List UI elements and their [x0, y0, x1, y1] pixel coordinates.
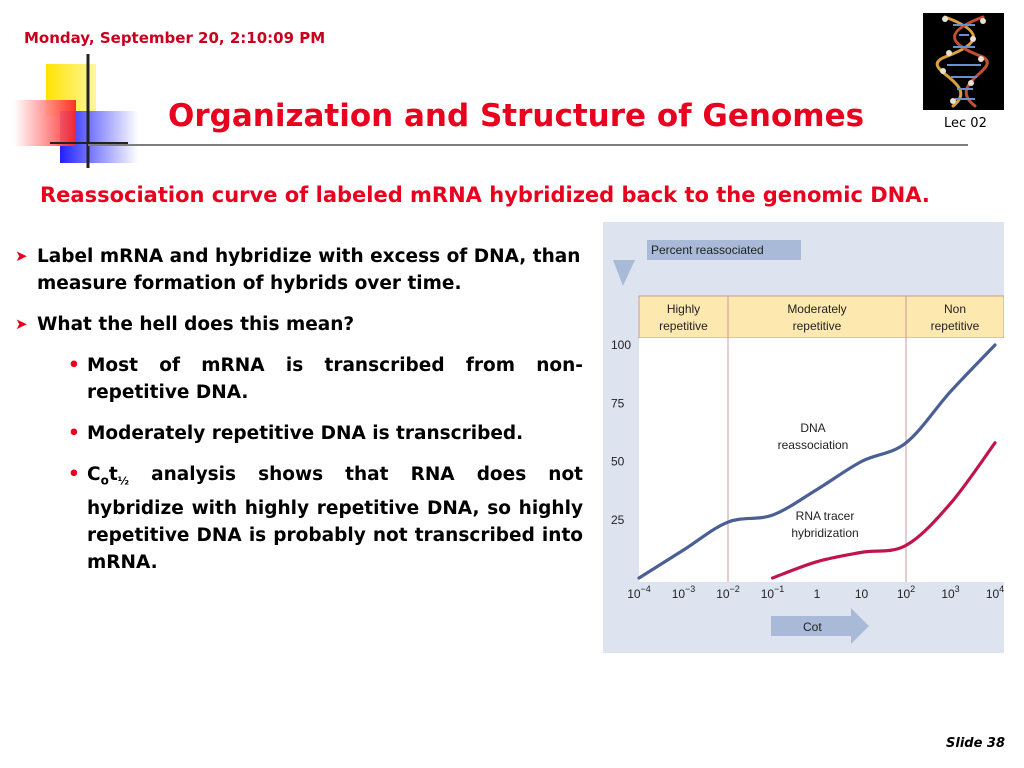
region-label: repetitive: [931, 319, 980, 333]
dot-bullet-icon: •: [68, 423, 80, 444]
bullet-text: What the hell does this mean?: [37, 314, 355, 335]
dna-helix-image: [923, 13, 1004, 110]
series-labels: DNA reassociation RNA tracer hybridization: [778, 421, 859, 540]
region-label: repetitive: [659, 319, 708, 333]
sub-bullet-text: Moderately repetitive DNA is transcribed…: [87, 423, 524, 444]
region-dividers: [727, 338, 907, 582]
x-tick-labels: 10−4 10−3 10−2 10−1 1 10 102 103 104: [627, 584, 1004, 601]
x-tick-label: 103: [941, 584, 959, 601]
dot-bullet-icon: •: [68, 464, 80, 485]
x-axis-arrow: [771, 608, 869, 644]
arrow-bullet-icon: ➤: [15, 315, 28, 333]
series-label: reassociation: [778, 438, 849, 452]
series-label: hybridization: [791, 526, 858, 540]
region-label: repetitive: [793, 319, 842, 333]
x-tick-label: 102: [897, 584, 915, 601]
x-tick-label: 10−3: [672, 584, 696, 601]
x-tick-label: 104: [986, 584, 1004, 601]
cot-bullet-text: analysis shows that RNA does not hybridi…: [87, 464, 583, 573]
date-timestamp: Monday, September 20, 2:10:09 PM: [24, 29, 326, 47]
sub-bullet-text: Cot½ analysis shows that RNA does not hy…: [87, 464, 583, 573]
x-axis-label: Cot: [803, 620, 822, 634]
x-tick-label: 1: [814, 587, 821, 601]
cot-subscript-o: o: [100, 473, 109, 488]
series-label: RNA tracer: [796, 509, 855, 523]
slide-number: Slide 38: [946, 736, 1006, 751]
series-line: [637, 343, 997, 580]
y-tick-label: 100: [611, 338, 631, 352]
y-tick-labels: 100 75 50 25: [611, 338, 631, 527]
series-label: DNA: [800, 421, 825, 435]
series-line: [770, 441, 997, 580]
x-tick-label: 10−1: [761, 584, 785, 601]
region-label: Non: [944, 302, 966, 316]
sub-bullet-item: • Cot½ analysis shows that RNA does not …: [15, 461, 583, 576]
region-cell: [727, 295, 907, 339]
bullet-item: ➤ Label mRNA and hybridize with excess o…: [15, 243, 583, 297]
title-divider: [88, 144, 968, 146]
region-cell: [905, 295, 1004, 339]
region-header: Highly repetitive Moderately repetitive Non r…: [638, 295, 1004, 339]
bullet-text: Label mRNA and hybridize with excess of …: [37, 246, 581, 294]
region-label: Moderately: [787, 302, 846, 316]
plot-area: [639, 338, 1004, 582]
x-tick-label: 10−2: [716, 584, 740, 601]
y-tick-label: 25: [611, 513, 625, 527]
y-tick-label: 75: [611, 396, 625, 410]
y-axis-arrow: [613, 240, 801, 286]
reassociation-chart: Percent reassociated Highly repetitive Mod…: [603, 222, 1004, 653]
y-tick-label: 50: [611, 455, 625, 469]
bullet-list: ➤ Label mRNA and hybridize with excess o…: [15, 243, 583, 590]
cot-c: C: [87, 464, 101, 485]
dot-bullet-icon: •: [68, 355, 80, 376]
y-axis-label: Percent reassociated: [651, 243, 764, 257]
decorative-squares-logo: [14, 54, 138, 168]
x-tick-label: 10−4: [627, 584, 651, 601]
cot-subscript-half: ½: [117, 474, 130, 488]
cot-t: t: [108, 464, 118, 485]
sub-bullet-text: Most of mRNA is transcribed from non-rep…: [87, 355, 583, 403]
slide-subtitle: Reassociation curve of labeled mRNA hybr…: [40, 183, 930, 207]
arrow-bullet-icon: ➤: [15, 247, 28, 265]
bullet-item: ➤ What the hell does this mean?: [15, 311, 583, 338]
lecture-label: Lec 02: [944, 116, 987, 131]
region-label: Highly: [667, 302, 700, 316]
sub-bullet-item: • Moderately repetitive DNA is transcrib…: [15, 420, 583, 447]
series-lines: [637, 343, 997, 580]
slide-title: Organization and Structure of Genomes: [168, 98, 865, 134]
sub-bullet-item: • Most of mRNA is transcribed from non-r…: [15, 352, 583, 406]
x-tick-label: 10: [855, 587, 869, 601]
